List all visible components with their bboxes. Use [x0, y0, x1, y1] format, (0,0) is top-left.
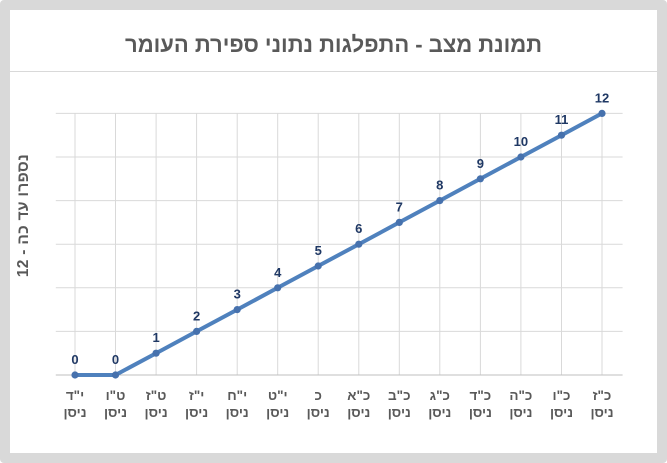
- svg-text:כ"ה: כ"ה: [509, 388, 532, 403]
- svg-text:ניסן: ניסן: [307, 405, 330, 420]
- svg-text:י"ז: י"ז: [189, 388, 204, 403]
- svg-text:ניסן: ניסן: [428, 405, 451, 420]
- svg-text:9: 9: [477, 156, 484, 171]
- svg-text:ט"ו: ט"ו: [106, 388, 126, 403]
- svg-text:כ"ג: כ"ג: [430, 388, 450, 403]
- svg-text:ניסן: ניסן: [388, 405, 411, 420]
- svg-text:כ"ז: כ"ז: [593, 388, 612, 403]
- svg-text:כ"א: כ"א: [347, 388, 370, 403]
- svg-text:ניסן: ניסן: [347, 405, 370, 420]
- svg-text:7: 7: [396, 199, 403, 214]
- svg-text:ניסן: ניסן: [509, 405, 532, 420]
- svg-text:ניסן: ניסן: [469, 405, 492, 420]
- svg-text:3: 3: [234, 287, 241, 302]
- svg-text:כ"ד: כ"ד: [470, 388, 492, 403]
- svg-text:6: 6: [355, 221, 362, 236]
- svg-text:ניסן: ניסן: [590, 405, 613, 420]
- svg-text:ניסן: ניסן: [104, 405, 127, 420]
- svg-text:כ: כ: [314, 388, 321, 403]
- svg-text:11: 11: [555, 112, 569, 127]
- svg-text:ניסן: ניסן: [63, 405, 86, 420]
- svg-text:0: 0: [112, 352, 119, 367]
- svg-text:כ"ו: כ"ו: [553, 388, 571, 403]
- svg-text:י"ד: י"ד: [66, 388, 84, 403]
- svg-text:12: 12: [595, 90, 609, 105]
- svg-text:8: 8: [436, 178, 443, 193]
- svg-text:10: 10: [514, 134, 528, 149]
- svg-text:2: 2: [193, 308, 200, 323]
- svg-text:ניסן: ניסן: [145, 405, 168, 420]
- svg-text:0: 0: [71, 352, 78, 367]
- svg-text:ניסן: ניסן: [266, 405, 289, 420]
- svg-text:ניסן: ניסן: [226, 405, 249, 420]
- svg-text:כ"ב: כ"ב: [388, 388, 411, 403]
- svg-text:י"ט: י"ט: [268, 388, 288, 403]
- svg-text:4: 4: [274, 265, 282, 280]
- svg-text:ניסן: ניסן: [550, 405, 573, 420]
- svg-text:י"ח: י"ח: [227, 388, 247, 403]
- svg-text:ט"ז: ט"ז: [146, 388, 167, 403]
- svg-text:5: 5: [315, 243, 322, 258]
- svg-text:1: 1: [152, 330, 159, 345]
- svg-text:ניסן: ניסן: [185, 405, 208, 420]
